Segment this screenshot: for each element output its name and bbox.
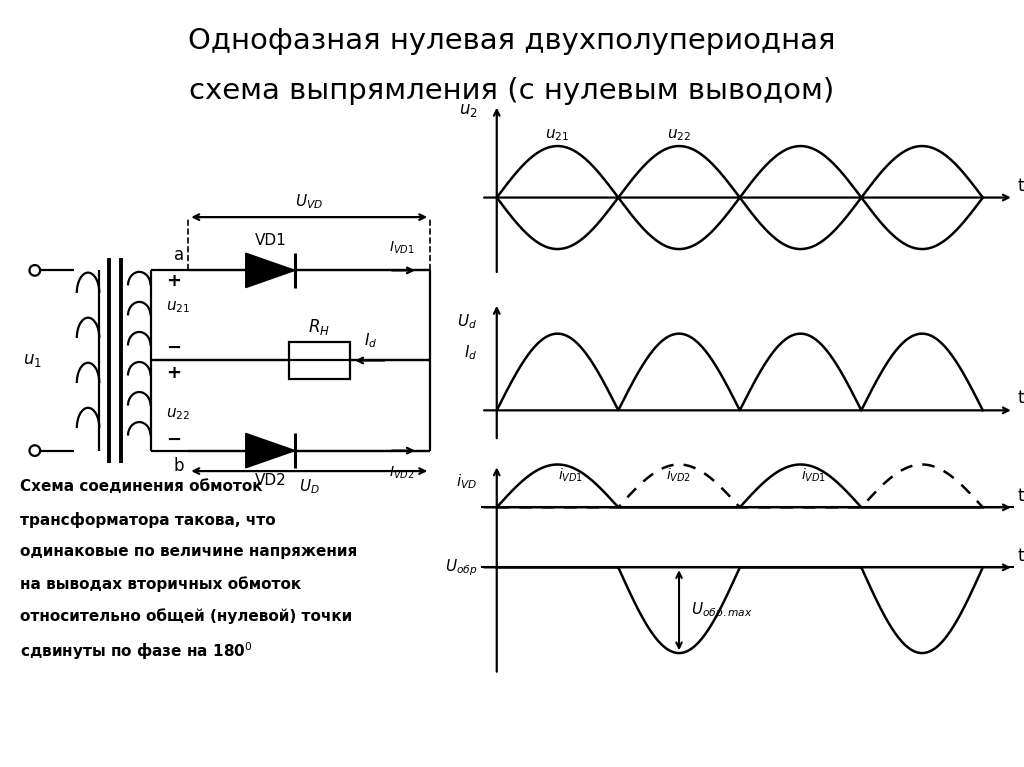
Text: $U_D$: $U_D$ <box>299 477 319 496</box>
Text: $u_2$: $u_2$ <box>459 101 477 119</box>
Text: $U_{VD}$: $U_{VD}$ <box>295 193 324 211</box>
Text: $i_{VD}$: $i_{VD}$ <box>457 472 477 491</box>
Text: Схема соединения обмоток: Схема соединения обмоток <box>20 479 263 495</box>
Text: t: t <box>1018 177 1024 195</box>
Text: на выводах вторичных обмоток: на выводах вторичных обмоток <box>20 576 302 592</box>
Text: Однофазная нулевая двухполупериодная: Однофазная нулевая двухполупериодная <box>188 27 836 55</box>
Text: $u_{22}$: $u_{22}$ <box>166 406 190 422</box>
Text: схема выпрямления (с нулевым выводом): схема выпрямления (с нулевым выводом) <box>189 77 835 105</box>
Bar <box>289 342 350 379</box>
Text: VD2: VD2 <box>254 473 287 488</box>
Polygon shape <box>246 253 295 288</box>
Text: $i_{VD1}$: $i_{VD1}$ <box>801 466 825 484</box>
Text: t: t <box>1018 487 1024 505</box>
Text: $U_{обр.max}$: $U_{обр.max}$ <box>690 600 753 621</box>
Text: −: − <box>166 431 181 449</box>
Text: $R_H$: $R_H$ <box>308 317 331 337</box>
Text: относительно общей (нулевой) точки: относительно общей (нулевой) точки <box>20 608 352 624</box>
Text: $u_{22}$: $u_{22}$ <box>667 128 691 143</box>
Text: $U_{обр}$: $U_{обр}$ <box>444 557 477 578</box>
Text: одинаковые по величине напряжения: одинаковые по величине напряжения <box>20 544 357 559</box>
Text: VD1: VD1 <box>254 233 287 248</box>
Text: $I_d$: $I_d$ <box>365 331 377 351</box>
Text: $I_{VD1}$: $I_{VD1}$ <box>389 239 415 256</box>
Text: +: + <box>166 272 181 290</box>
Text: b: b <box>174 456 184 475</box>
Text: t: t <box>1018 389 1024 407</box>
Text: сдвинуты по фазе на 180$^0$: сдвинуты по фазе на 180$^0$ <box>20 640 253 662</box>
Text: t: t <box>1018 547 1024 565</box>
Text: $i_{VD2}$: $i_{VD2}$ <box>667 466 691 484</box>
Text: −: − <box>166 339 181 357</box>
Text: $u_1$: $u_1$ <box>23 351 41 370</box>
Polygon shape <box>246 433 295 468</box>
Text: $u_{21}$: $u_{21}$ <box>546 128 569 143</box>
Text: $U_d$: $U_d$ <box>458 313 477 331</box>
Text: $i_{VD1}$: $i_{VD1}$ <box>557 466 583 484</box>
Text: +: + <box>166 364 181 382</box>
Text: a: a <box>174 246 184 265</box>
Text: трансформатора такова, что: трансформатора такова, что <box>20 512 276 528</box>
Text: $u_{21}$: $u_{21}$ <box>166 299 190 315</box>
Text: $I_{VD2}$: $I_{VD2}$ <box>389 465 415 482</box>
Text: $I_d$: $I_d$ <box>464 344 477 362</box>
